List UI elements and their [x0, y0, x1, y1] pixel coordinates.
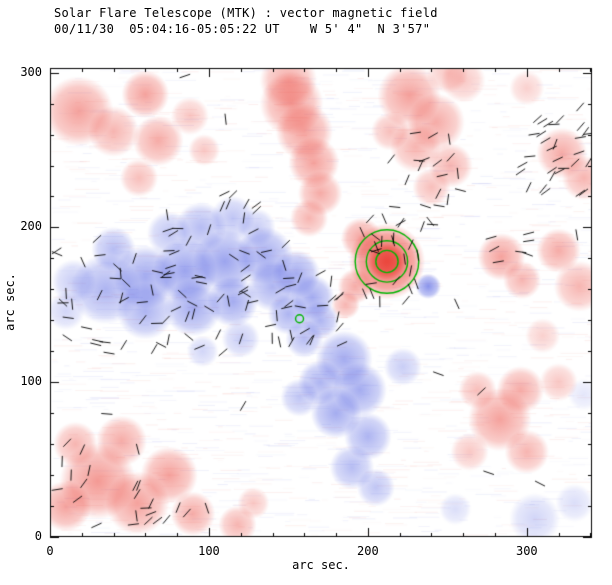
x-tick-label: 300 [515, 544, 538, 558]
x-tick-label: 200 [357, 544, 379, 558]
x-tick-label: 0 [46, 544, 54, 558]
y-axis-label: arc sec. [3, 273, 17, 331]
x-axis-label: arc sec. [292, 558, 350, 572]
y-tick-label: 200 [20, 219, 42, 234]
y-tick-label: 0 [34, 529, 42, 543]
x-tick-label: 100 [198, 544, 220, 558]
y-tick-label: 300 [20, 64, 42, 79]
plot-title: Solar Flare Telescope (MTK) : vector mag… [54, 6, 438, 20]
plot-subtitle: 00/11/30 05:04:16-05:05:22 UT W 5' 4" N … [54, 22, 431, 36]
y-tick-label: 100 [20, 374, 42, 389]
